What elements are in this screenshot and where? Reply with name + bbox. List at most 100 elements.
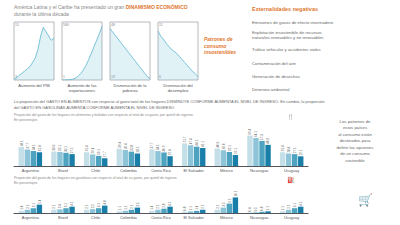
- svg-text:32.8: 32.8: [129, 144, 133, 150]
- svg-text:DINAMISMO ECONÓMICO: DINAMISMO ECONÓMICO: [126, 3, 188, 10]
- svg-text:desempleo: desempleo: [168, 88, 189, 93]
- svg-text:2.1: 2.1: [287, 204, 291, 209]
- svg-text:destinados para: destinados para: [340, 138, 371, 143]
- svg-text:Colombia: Colombia: [120, 168, 138, 173]
- svg-text:44.1: 44.1: [195, 140, 199, 146]
- svg-text:Chile: Chile: [91, 215, 101, 220]
- svg-text:3.1: 3.1: [293, 203, 297, 208]
- svg-text:64.1: 64.1: [254, 131, 258, 137]
- svg-text:Patrones de: Patrones de: [204, 36, 233, 42]
- svg-text:Brasil: Brasil: [58, 168, 68, 173]
- svg-text:insostenibles: insostenibles: [204, 49, 236, 55]
- svg-text:28.5: 28.5: [135, 146, 139, 152]
- svg-text:31.4: 31.4: [85, 145, 89, 151]
- svg-text:Costa Rica: Costa Rica: [151, 168, 171, 173]
- svg-text:0.4: 0.4: [248, 207, 252, 212]
- svg-text:1.1: 1.1: [266, 206, 270, 211]
- svg-text:6.1: 6.1: [227, 198, 231, 203]
- svg-text:Proporción del gasto de los ho: Proporción del gasto de los hogares en a…: [14, 113, 194, 117]
- svg-text:El Salvador: El Salvador: [183, 168, 204, 173]
- svg-text:43.1: 43.1: [19, 140, 23, 146]
- svg-text:Uruguay: Uruguay: [284, 215, 299, 220]
- svg-text:Nicaragua: Nicaragua: [250, 168, 269, 173]
- svg-text:3.1: 3.1: [64, 203, 68, 208]
- svg-text:Chile: Chile: [91, 168, 101, 173]
- svg-text:48.3: 48.3: [266, 138, 270, 144]
- svg-text:5.4: 5.4: [37, 199, 41, 204]
- svg-text:Brasil: Brasil: [58, 215, 68, 220]
- svg-text:17.7: 17.7: [103, 151, 107, 157]
- svg-text:3.1: 3.1: [97, 203, 101, 208]
- svg-text:25.1: 25.1: [233, 148, 237, 154]
- svg-text:El Salvador: El Salvador: [183, 215, 204, 220]
- svg-text:580: 580: [63, 23, 69, 27]
- svg-text:definir las opciones: definir las opciones: [337, 145, 374, 150]
- svg-text:Emisiones de gases de efecto i: Emisiones de gases de efecto invernadero: [252, 20, 334, 25]
- svg-text:Uruguay: Uruguay: [284, 168, 299, 173]
- svg-text:América Latina y el Caribe ha: América Latina y el Caribe ha presentado…: [14, 4, 126, 10]
- svg-text:México: México: [220, 168, 233, 173]
- svg-text:2.1: 2.1: [25, 204, 29, 209]
- svg-text:Los patrones de: Los patrones de: [340, 119, 371, 124]
- svg-text:En porcentajes: En porcentajes: [14, 118, 38, 122]
- svg-text:Colombia: Colombia: [120, 215, 138, 220]
- svg-text:pobreza: pobreza: [122, 88, 138, 93]
- svg-text:naturales renovables y no reno: naturales renovables y no renovables: [252, 35, 323, 40]
- svg-text:2.4: 2.4: [58, 204, 62, 209]
- svg-text:sostenible: sostenible: [345, 158, 365, 163]
- svg-text:1.4: 1.4: [195, 205, 199, 210]
- svg-text:Generación de desechos: Generación de desechos: [252, 74, 300, 79]
- svg-text:1.1: 1.1: [117, 206, 121, 211]
- svg-text:2.1: 2.1: [156, 204, 160, 209]
- svg-text:4.1: 4.1: [70, 201, 74, 206]
- svg-text:22.4: 22.4: [168, 149, 172, 155]
- svg-text:Argentina: Argentina: [22, 215, 40, 220]
- svg-text:10.1: 10.1: [233, 190, 237, 196]
- svg-text:1.1: 1.1: [281, 206, 285, 211]
- svg-text:Tráfico vehicular y accidentes: Tráfico vehicular y accidentes viales: [252, 47, 321, 52]
- svg-text:69.4: 69.4: [248, 128, 252, 134]
- svg-text:47.4: 47.4: [189, 138, 193, 144]
- svg-text:estos países: estos países: [343, 125, 367, 130]
- svg-text:2.1: 2.1: [129, 204, 133, 209]
- svg-text:36.4: 36.4: [123, 143, 127, 149]
- svg-text:22.1: 22.1: [299, 149, 303, 155]
- svg-text:33.0: 33.0: [52, 144, 56, 150]
- svg-text:3.1: 3.1: [31, 203, 35, 208]
- svg-text:2.1: 2.1: [215, 204, 219, 209]
- svg-text:3.5: 3.5: [135, 202, 139, 207]
- svg-text:3.5: 3.5: [221, 202, 225, 207]
- svg-text:Proporción del gasto de los ho: Proporción del gasto de los hogares en g…: [14, 176, 177, 180]
- svg-text:exportaciones: exportaciones: [69, 88, 95, 93]
- svg-text:31.4: 31.4: [281, 145, 285, 151]
- svg-text:34.1: 34.1: [31, 144, 35, 150]
- svg-text:39.4: 39.4: [117, 142, 121, 148]
- svg-text:2.5: 2.5: [91, 204, 95, 209]
- svg-text:Contaminación del aire: Contaminación del aire: [252, 61, 297, 66]
- svg-text:al consumo están: al consumo están: [338, 132, 372, 137]
- svg-text:de un consumo: de un consumo: [340, 151, 370, 156]
- svg-text:36.0: 36.0: [221, 143, 225, 149]
- svg-text:Costa Rica: Costa Rica: [151, 215, 171, 220]
- svg-text:Externalidades negativas: Externalidades negativas: [252, 6, 318, 12]
- svg-text:37.7: 37.7: [25, 142, 29, 148]
- svg-text:30.9: 30.9: [162, 145, 166, 151]
- svg-text:Argentina: Argentina: [22, 168, 40, 173]
- svg-text:2.8: 2.8: [162, 203, 166, 208]
- svg-text:28.4: 28.4: [287, 146, 291, 152]
- svg-text:⛽: ⛽: [287, 176, 295, 184]
- svg-text:durante la última década: durante la última década: [14, 11, 69, 17]
- svg-text:23.1: 23.1: [97, 149, 101, 155]
- svg-text:4.1: 4.1: [168, 201, 172, 206]
- svg-text:48: 48: [111, 23, 115, 27]
- svg-text:Explotación insostenible de re: Explotación insostenible de recursos: [252, 30, 322, 35]
- svg-text:15: 15: [15, 23, 19, 27]
- svg-text:Aumento del PIB: Aumento del PIB: [18, 83, 50, 88]
- svg-text:2.1: 2.1: [201, 204, 205, 209]
- svg-text:🛒: 🛒: [358, 193, 373, 207]
- svg-text:🍴: 🍴: [287, 113, 294, 121]
- svg-text:2.1: 2.1: [85, 204, 89, 209]
- svg-text:32.1: 32.1: [58, 145, 62, 151]
- svg-text:41.1: 41.1: [201, 141, 205, 147]
- svg-text:34.1: 34.1: [156, 144, 160, 150]
